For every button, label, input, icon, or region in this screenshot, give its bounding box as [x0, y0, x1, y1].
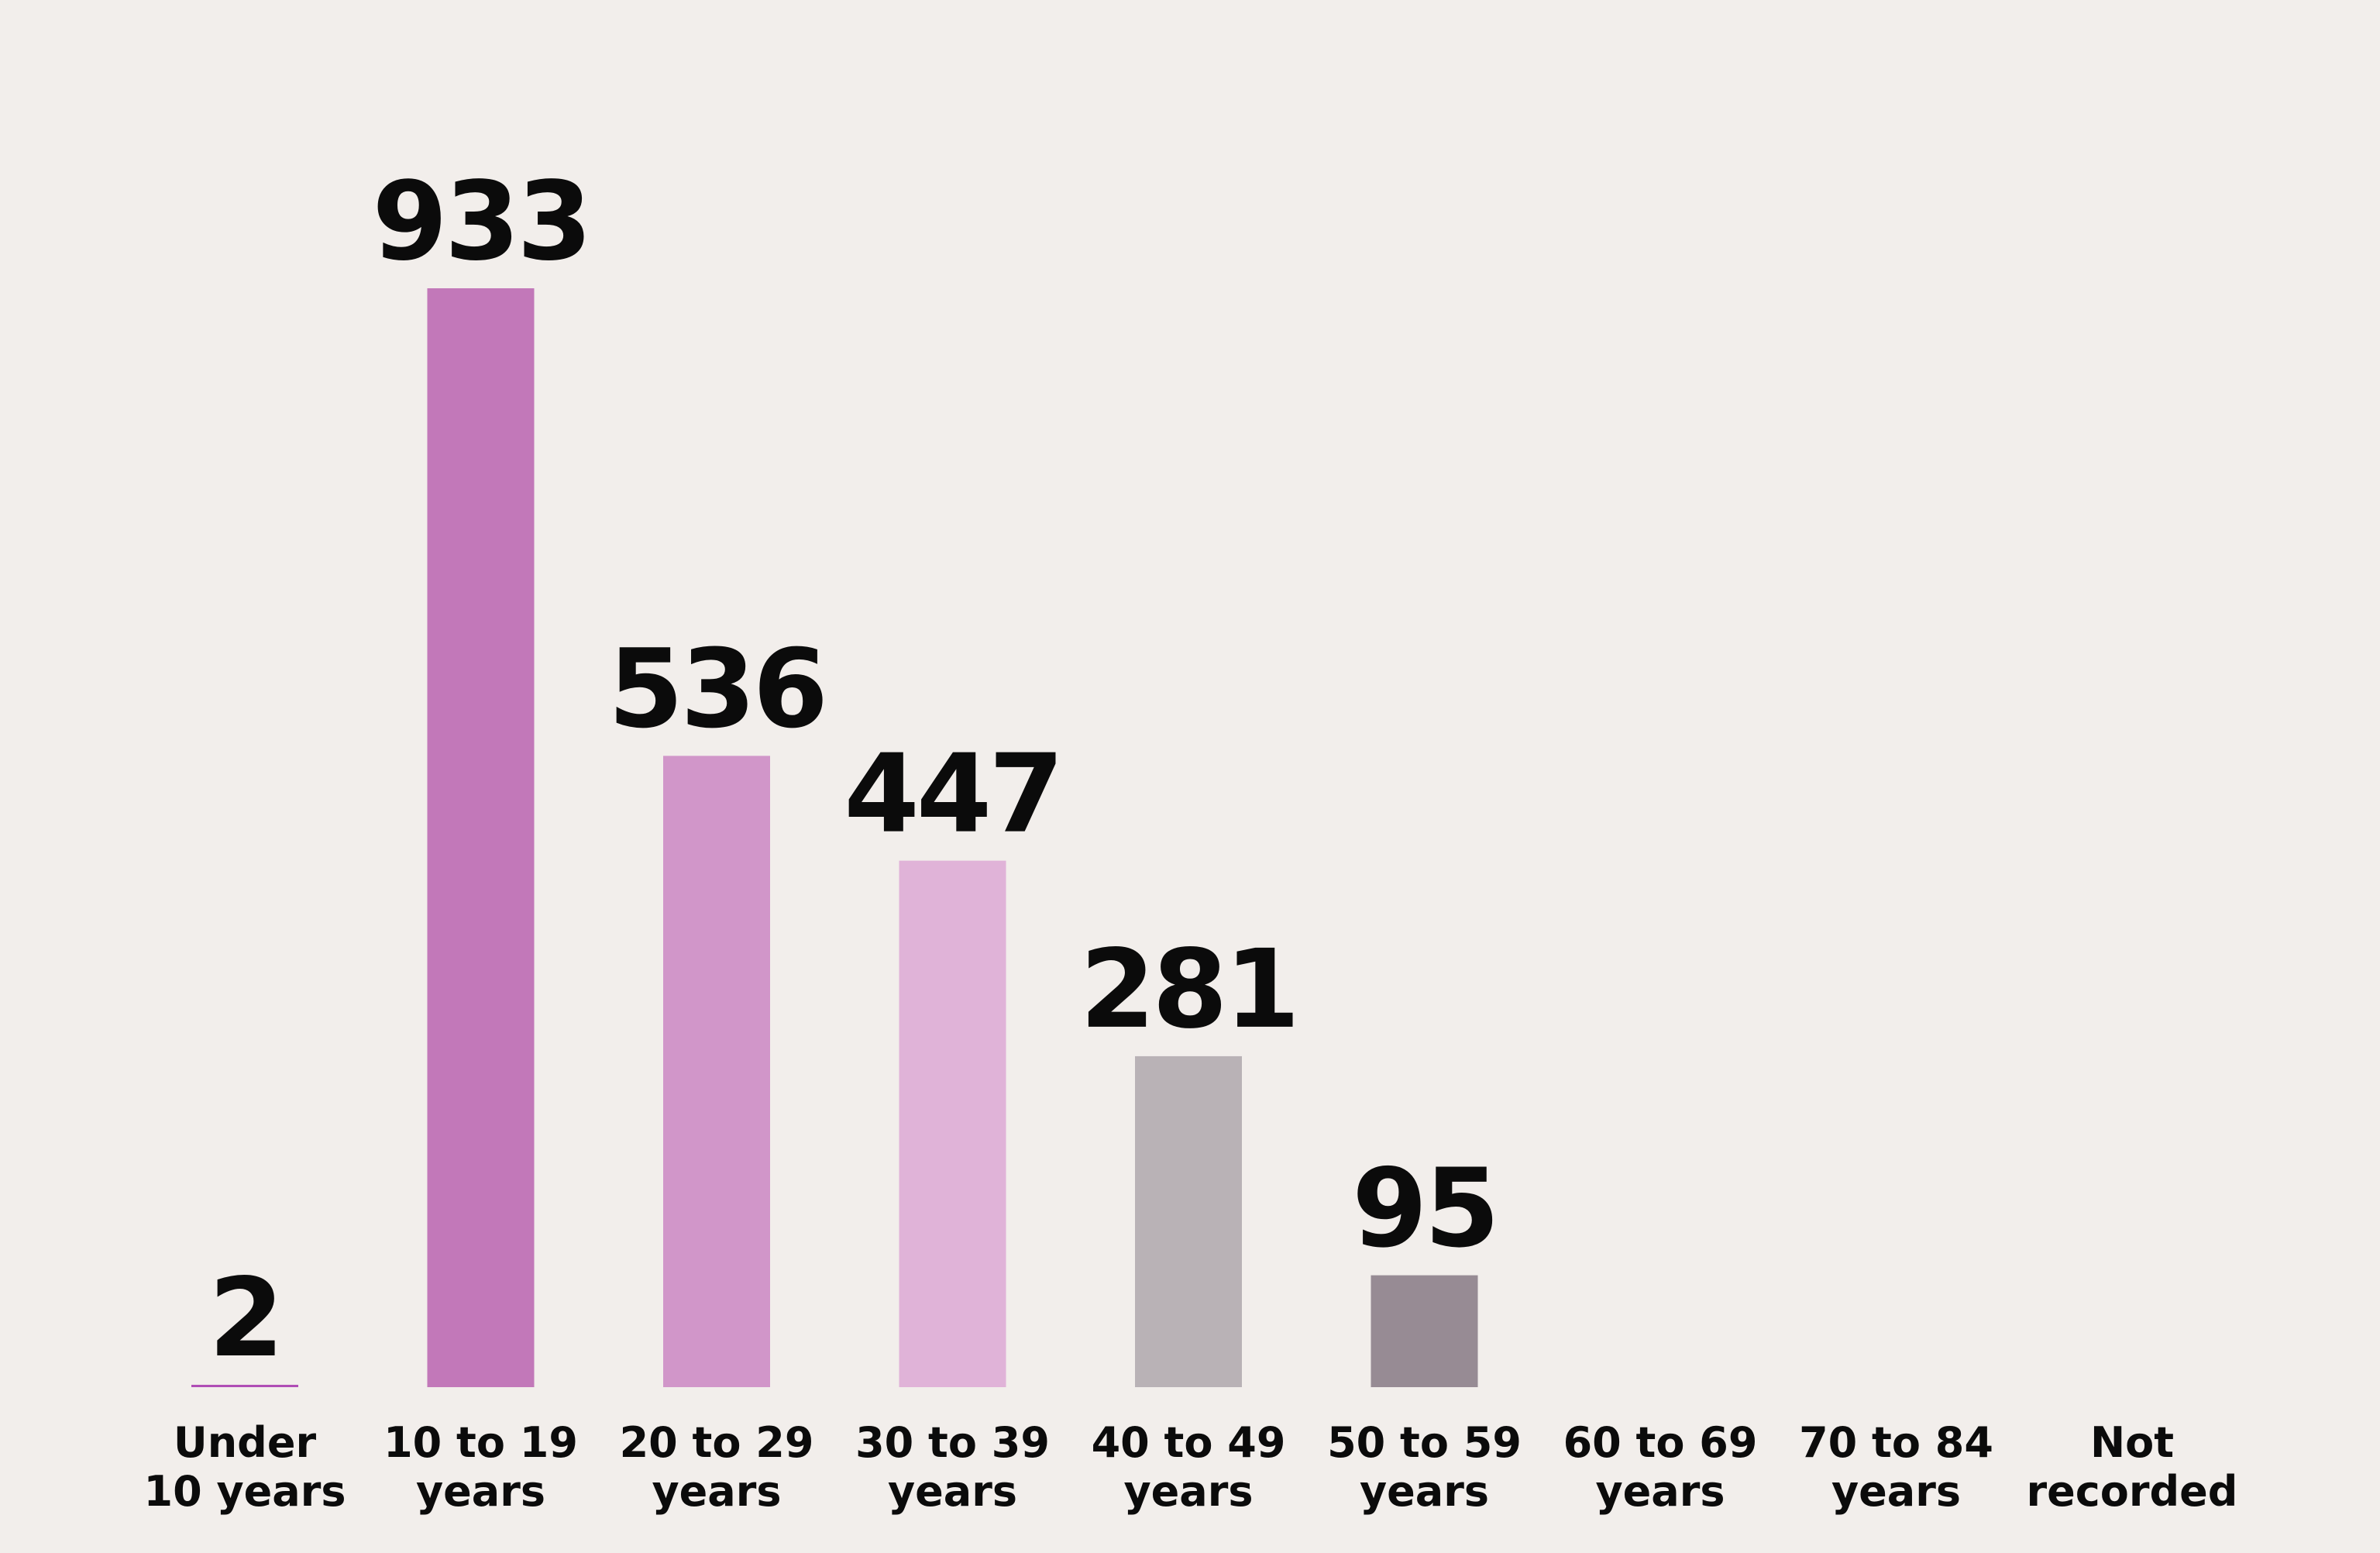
data-label: 281 [1080, 927, 1297, 1053]
bar [1371, 1275, 1478, 1387]
x-tick-label: Under [174, 1418, 317, 1467]
data-label: 95 [1352, 1146, 1497, 1272]
x-tick-label: 10 years [144, 1467, 346, 1516]
x-tick-label: Not [2090, 1418, 2174, 1467]
data-label: 2 [208, 1255, 280, 1382]
x-tick-label: 20 to 29 [620, 1418, 814, 1467]
bar [663, 756, 770, 1387]
bar [1135, 1055, 1242, 1387]
data-label: 933 [372, 159, 589, 285]
x-tick-label: years [1595, 1467, 1725, 1516]
x-tick-label: years [416, 1467, 545, 1516]
x-tick-label: years [1360, 1467, 1489, 1516]
bar [191, 1384, 298, 1387]
x-tick-label: 40 to 49 [1092, 1418, 1286, 1467]
x-tick-label: 10 to 19 [383, 1418, 578, 1467]
x-tick-label: 50 to 59 [1327, 1418, 1522, 1467]
data-label: 447 [844, 732, 1061, 858]
data-label: 536 [608, 626, 825, 752]
x-tick-label: years [1831, 1467, 1961, 1516]
x-tick-label: recorded [2027, 1467, 2238, 1516]
x-tick-label: 70 to 84 [1799, 1418, 1993, 1467]
x-tick-label: years [652, 1467, 781, 1516]
x-tick-label: years [888, 1467, 1017, 1516]
x-tick-label: years [1123, 1467, 1253, 1516]
x-tick-label: 30 to 39 [855, 1418, 1050, 1467]
x-tick-label: 60 to 69 [1563, 1418, 1758, 1467]
bar [899, 860, 1006, 1387]
bar [427, 288, 535, 1387]
